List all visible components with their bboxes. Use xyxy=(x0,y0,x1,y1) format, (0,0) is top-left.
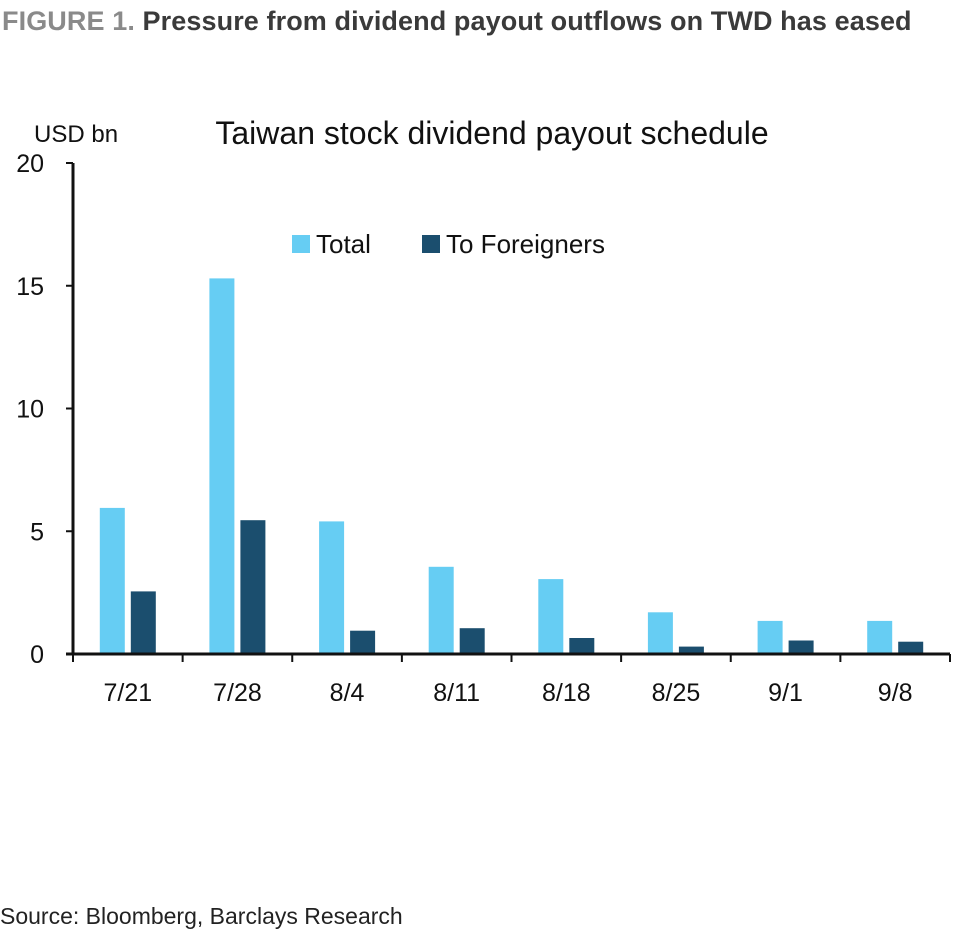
chart-title: Taiwan stock dividend payout schedule xyxy=(215,115,768,151)
x-tick-label-8-18: 8/18 xyxy=(542,679,591,707)
y-tick-label-0: 0 xyxy=(30,641,44,669)
bar-total-9-1 xyxy=(757,620,783,654)
chart-legend: Total To Foreigners xyxy=(292,229,605,259)
bar-foreigners-8-4 xyxy=(350,630,376,654)
bar-total-7-21 xyxy=(99,507,125,654)
figure-label: FIGURE 1. xyxy=(2,6,135,36)
legend-swatch-foreigners xyxy=(422,235,440,253)
bar-total-8-18 xyxy=(538,579,564,654)
figure-title: FIGURE 1. Pressure from dividend payout … xyxy=(2,6,912,37)
bar-total-8-11 xyxy=(428,566,454,654)
x-tick-label-8-4: 8/4 xyxy=(330,679,365,707)
bar-total-7-28 xyxy=(209,278,235,654)
bar-foreigners-9-8 xyxy=(898,641,924,654)
y-axis-unit-label: USD bn xyxy=(34,121,118,148)
legend-label-total: Total xyxy=(316,229,371,259)
bar-group xyxy=(99,278,924,654)
bar-total-8-25 xyxy=(647,612,673,654)
bar-chart: USD bn Taiwan stock dividend payout sche… xyxy=(16,115,951,707)
bar-foreigners-7-21 xyxy=(130,591,156,654)
x-tick-label-8-25: 8/25 xyxy=(652,679,701,707)
bar-total-9-8 xyxy=(867,620,893,654)
bar-foreigners-8-18 xyxy=(569,638,595,654)
bar-total-8-4 xyxy=(319,521,345,654)
source-note: Source: Bloomberg, Barclays Research xyxy=(0,903,403,929)
bar-foreigners-8-25 xyxy=(678,646,704,654)
y-tick-label-10: 10 xyxy=(16,396,44,424)
x-tick-label-9-1: 9/1 xyxy=(768,679,803,707)
chart-axes: 0 5 10 15 20 7/21 7/28 8/4 8/11 8/18 8/25 9/1 9/8 xyxy=(16,150,951,707)
legend-swatch-total xyxy=(292,235,310,253)
bar-foreigners-8-11 xyxy=(459,628,485,654)
figure-title-text: Pressure from dividend payout outflows o… xyxy=(142,6,912,36)
x-tick-label-7-21: 7/21 xyxy=(103,679,152,707)
bar-foreigners-7-28 xyxy=(240,520,266,654)
y-tick-label-15: 15 xyxy=(16,273,44,301)
x-tick-label-7-28: 7/28 xyxy=(213,679,262,707)
x-tick-label-9-8: 9/8 xyxy=(878,679,913,707)
bar-foreigners-9-1 xyxy=(788,640,814,654)
y-tick-label-5: 5 xyxy=(30,518,44,546)
y-tick-label-20: 20 xyxy=(16,150,44,178)
x-tick-label-8-11: 8/11 xyxy=(433,679,480,707)
legend-label-foreigners: To Foreigners xyxy=(446,229,605,259)
